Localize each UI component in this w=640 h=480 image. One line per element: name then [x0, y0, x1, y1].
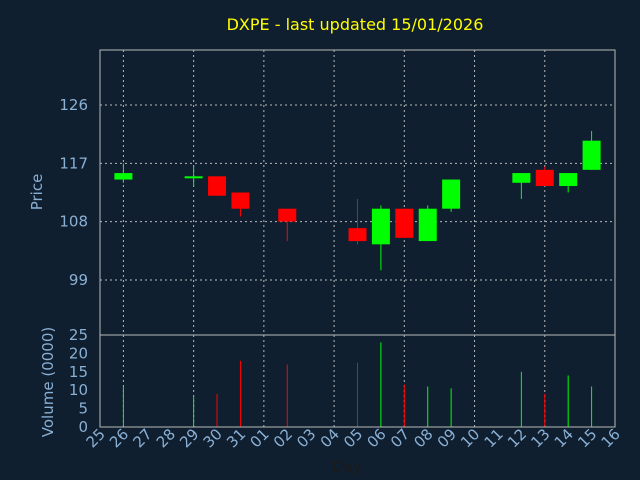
x-axis-label: Day — [332, 458, 362, 476]
volume-tick-label: 15 — [69, 363, 88, 381]
candle-body — [559, 173, 578, 187]
volume-tick-label: 25 — [69, 326, 88, 344]
price-tick-label: 126 — [59, 96, 88, 114]
price-axis-label: Price — [28, 174, 46, 211]
candle-body — [535, 169, 554, 187]
candle-body — [395, 208, 414, 238]
candle-body — [278, 208, 297, 222]
candle-body — [231, 192, 250, 209]
volume-tick-label: 5 — [78, 400, 88, 418]
price-tick-label: 108 — [59, 213, 88, 231]
candle-body — [442, 179, 461, 209]
volume-tick-label: 0 — [78, 418, 88, 436]
candle-body — [348, 228, 367, 242]
volume-tick-label: 20 — [69, 344, 88, 362]
volume-axis-label: Volume (0000) — [39, 327, 57, 437]
price-tick-label: 117 — [59, 154, 88, 172]
volume-bars — [122, 342, 593, 427]
price-tick-label: 99 — [69, 271, 88, 289]
candle-body — [418, 208, 437, 242]
candle-body — [512, 173, 531, 183]
candle-body — [371, 208, 390, 245]
volume-panel-frame — [99, 334, 616, 428]
volume-tick-label: 10 — [69, 381, 88, 399]
candle-body — [184, 176, 203, 179]
candle-body — [582, 140, 601, 170]
chart-title: DXPE - last updated 15/01/2026 — [227, 15, 484, 34]
candles — [114, 130, 601, 271]
candle-body — [114, 173, 133, 180]
candle-body — [208, 176, 227, 196]
